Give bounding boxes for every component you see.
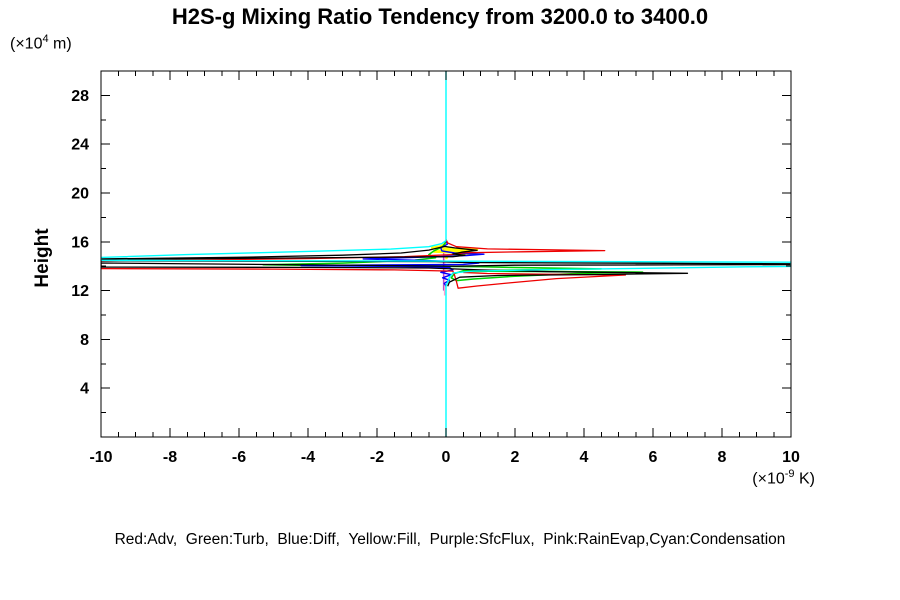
x-tick-label: 8: [718, 449, 727, 466]
x-tick-label: 2: [511, 449, 520, 466]
y-tick-label: 28: [71, 88, 89, 105]
x-unit-suffix: K): [794, 470, 815, 488]
y-unit-suffix: m): [48, 35, 72, 53]
axis-ticks: [100, 70, 792, 437]
y-tick-label: 16: [71, 234, 89, 251]
y-tick-label: 12: [71, 283, 89, 300]
y-tick-label: 20: [71, 186, 89, 203]
y-unit-superscript: 4: [42, 33, 49, 45]
y-unit-prefix: (×10: [10, 35, 43, 53]
x-tick-label: 4: [580, 449, 589, 466]
x-tick-label: -4: [301, 449, 315, 466]
y-axis-unit-label: (×104 m): [10, 33, 72, 53]
x-tick-label: -8: [163, 449, 177, 466]
series-condensation: [101, 71, 791, 437]
x-tick-label: 10: [782, 449, 800, 466]
chart-title: H2S-g Mixing Ratio Tendency from 3200.0 …: [171, 4, 709, 29]
y-tick-label: 24: [71, 137, 89, 154]
y-tick-label: 4: [80, 381, 89, 398]
y-tick-label: 8: [80, 332, 89, 349]
x-tick-label: 0: [442, 449, 451, 466]
x-tick-label: -6: [232, 449, 246, 466]
x-unit-prefix: (×10: [752, 470, 785, 488]
series-group: [101, 71, 791, 437]
series-total: [101, 245, 791, 287]
x-tick-label: -2: [370, 449, 384, 466]
x-unit-superscript: -9: [784, 468, 795, 480]
x-tick-label: -10: [89, 449, 112, 466]
legend: Red:Adv, Green:Turb, Blue:Diff, Yellow:F…: [114, 531, 786, 548]
x-axis-unit-label: (×10-9 K): [560, 468, 815, 488]
y-axis-title: Height: [32, 228, 53, 288]
series-adv: [101, 239, 627, 289]
x-tick-label: 6: [649, 449, 658, 466]
